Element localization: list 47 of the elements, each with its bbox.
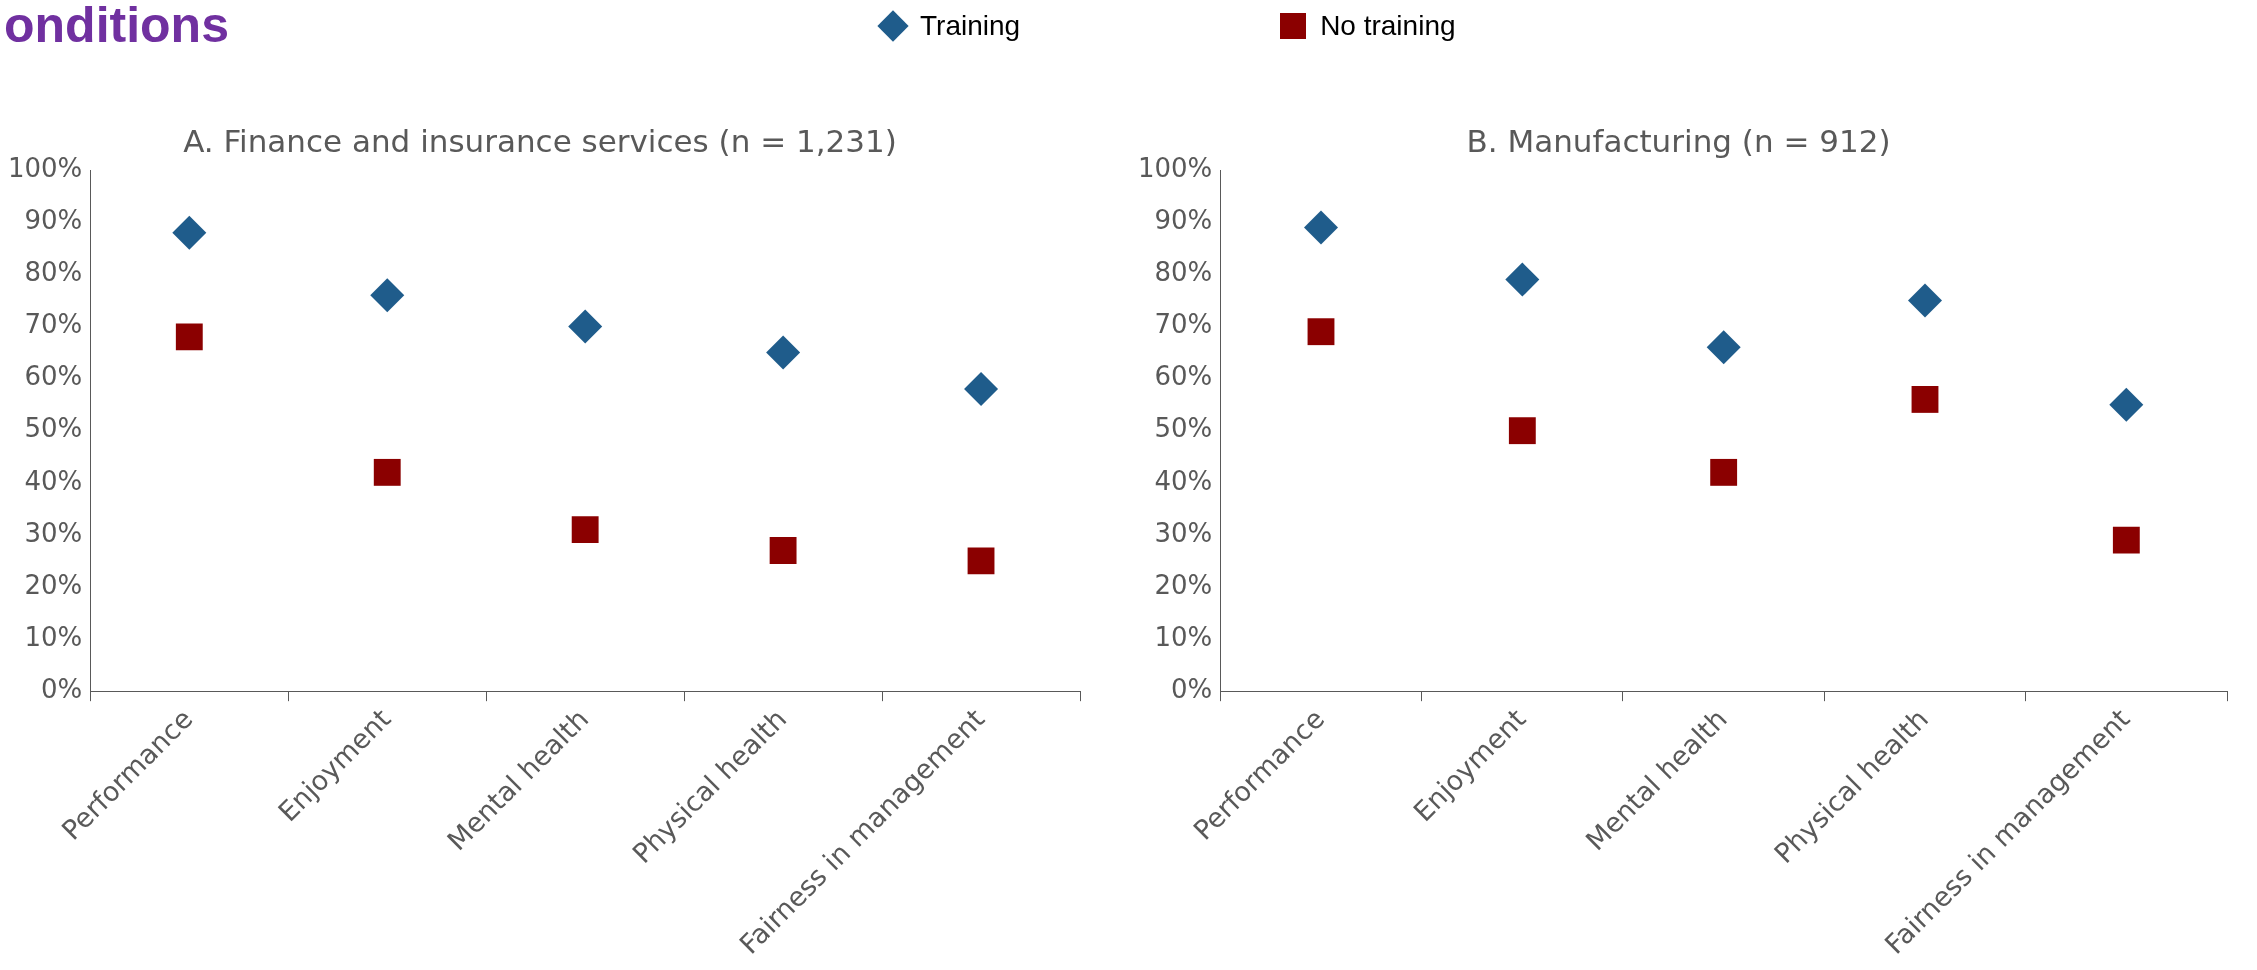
y-tick-label: 50% [1154, 413, 1213, 444]
point [1706, 330, 1741, 365]
y-tick-label: 100% [7, 152, 83, 183]
point [964, 372, 999, 407]
point [766, 335, 801, 370]
point [1505, 262, 1540, 297]
y-tick-label: 100% [1137, 152, 1213, 183]
point [1304, 210, 1338, 245]
y-tick-label: 0% [41, 673, 83, 704]
y-tick-label: 30% [1154, 517, 1213, 548]
point [1508, 417, 1536, 445]
text: onditions [4, 0, 229, 53]
y-tick-label: 60% [1154, 361, 1213, 392]
point [2109, 387, 2144, 422]
y-tick-label: 80% [1154, 257, 1213, 288]
y-tick-label: 30% [24, 517, 83, 548]
y-tick-label: 40% [24, 465, 83, 496]
chart-title: B. Manufacturing (n = 912) [1466, 122, 1891, 159]
point [1908, 283, 1942, 318]
point [370, 278, 405, 313]
point [1307, 318, 1335, 346]
y-tick-label: 0% [1171, 673, 1213, 704]
point [568, 309, 603, 344]
point [373, 458, 401, 486]
y-tick-label: 70% [1154, 309, 1213, 340]
point [1911, 385, 1939, 413]
y-tick-label: 10% [24, 621, 83, 652]
y-tick-label: 50% [24, 413, 83, 444]
point [571, 516, 599, 544]
legend-label: No training [1320, 10, 1456, 42]
point [2112, 526, 2140, 554]
point [1710, 458, 1738, 486]
point [967, 547, 995, 575]
y-tick-label: 70% [24, 309, 83, 340]
y-tick-label: 90% [24, 205, 83, 236]
y-tick-label: 10% [1154, 621, 1213, 652]
y-tick-label: 20% [24, 569, 83, 600]
y-tick-label: 90% [1154, 205, 1213, 236]
y-tick-label: 80% [24, 257, 83, 288]
y-tick-label: 20% [1154, 569, 1213, 600]
point [172, 215, 207, 250]
legend-label: Training [920, 10, 1021, 42]
y-tick-label: 60% [24, 361, 83, 392]
y-tick-label: 40% [1154, 465, 1213, 496]
point [769, 537, 797, 564]
point [175, 323, 203, 351]
chart-title: A. Finance and insurance services (n = 1,231) [183, 122, 897, 159]
